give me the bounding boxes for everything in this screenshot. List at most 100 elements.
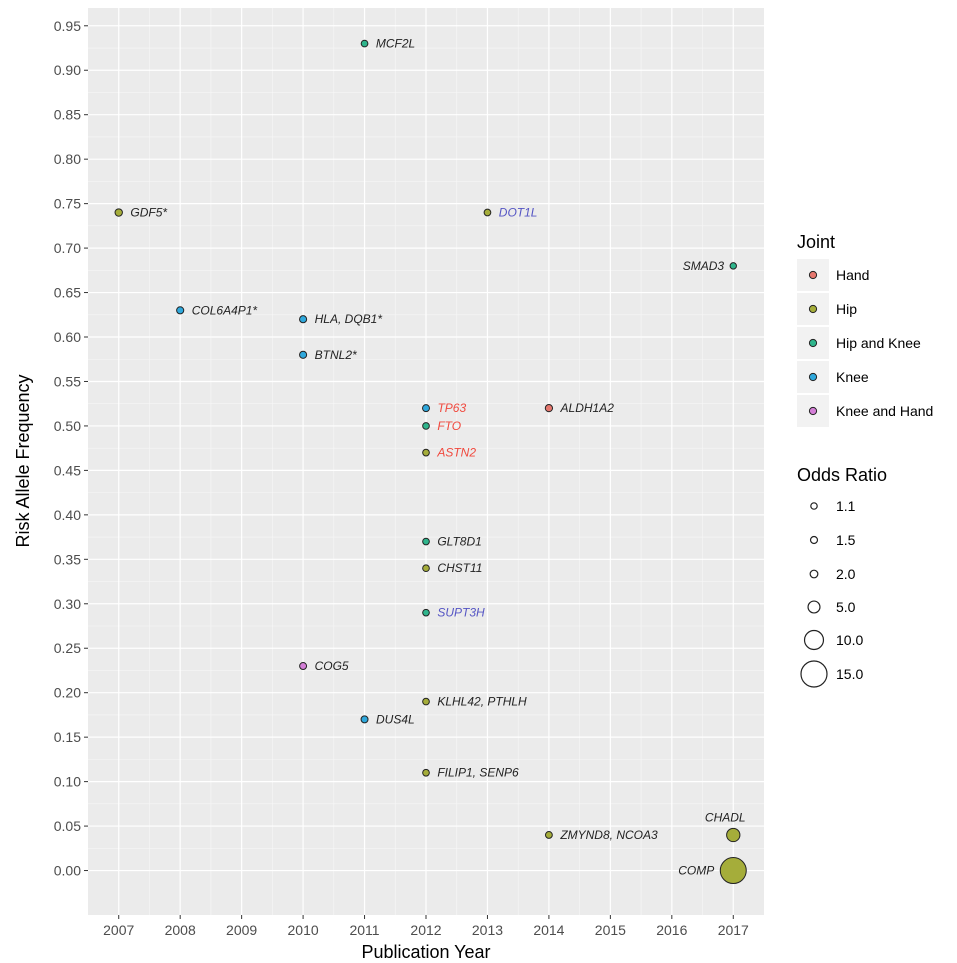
legend-size-swatch	[803, 629, 825, 651]
legend-joint-label: Knee and Hand	[836, 403, 933, 419]
data-point	[544, 831, 553, 839]
y-tick-label: 0.70	[54, 240, 81, 256]
legend-size-swatch	[807, 600, 821, 614]
y-tick-label: 0.20	[54, 685, 81, 701]
legend-size-label: 1.1	[836, 498, 856, 514]
data-point	[422, 697, 430, 706]
y-tick-label: 0.45	[54, 462, 81, 478]
y-tick-label: 0.95	[54, 18, 81, 34]
data-point	[360, 715, 369, 724]
legend-size-label: 15.0	[836, 666, 863, 682]
x-tick-label: 2015	[595, 922, 626, 938]
y-tick-label: 0.90	[54, 62, 81, 78]
point-label: SMAD3	[683, 259, 725, 273]
point-label: BTNL2*	[315, 348, 357, 362]
x-tick-label: 2016	[656, 922, 687, 938]
point-label: GDF5*	[130, 206, 167, 220]
data-point	[422, 448, 430, 457]
point-label: KLHL42, PTHLH	[437, 695, 527, 709]
data-point	[360, 39, 369, 48]
x-tick-label: 2013	[472, 922, 503, 938]
x-tick-label: 2012	[410, 922, 441, 938]
y-tick-label: 0.15	[54, 729, 81, 745]
x-tick-label: 2007	[103, 922, 134, 938]
point-label: CHST11	[437, 561, 482, 575]
x-tick-label: 2014	[533, 922, 564, 938]
y-tick-label: 0.75	[54, 196, 81, 212]
data-point	[422, 404, 430, 413]
x-axis-title: Publication Year	[361, 942, 490, 962]
data-point	[422, 537, 430, 546]
data-point	[176, 306, 185, 315]
y-tick-label: 0.50	[54, 418, 81, 434]
data-point	[422, 768, 430, 777]
point-label: CHADL	[705, 810, 746, 824]
legend-odds-ratio-title: Odds Ratio	[797, 465, 887, 485]
data-point	[719, 857, 747, 885]
x-tick-label: 2010	[288, 922, 319, 938]
point-label: GLT8D1	[437, 535, 481, 549]
legend-joint-swatch	[808, 304, 818, 314]
point-labels: GDF5* COL6A4P1* HLA, DQB1* BTNL2* COG5 MCF2L D…	[130, 37, 745, 878]
x-tick-label: 2017	[718, 922, 749, 938]
point-label: HLA, DQB1*	[315, 312, 383, 326]
point-label: COMP	[678, 864, 714, 878]
point-label: DOT1L	[499, 206, 538, 220]
y-tick-label: 0.25	[54, 640, 81, 656]
legend-size-swatch	[809, 535, 819, 545]
x-tick-label: 2011	[349, 922, 379, 938]
data-point	[299, 350, 308, 359]
data-point	[114, 208, 123, 217]
y-axis-title: Risk Allele Frequency	[13, 374, 33, 547]
data-point	[726, 827, 741, 843]
legend-joint: Joint Hand Hip Hip and Knee Knee Knee and Ha…	[797, 232, 933, 427]
legend-size-swatch	[800, 660, 828, 688]
legend-joint-label: Hand	[836, 267, 869, 283]
y-tick-label: 0.55	[54, 373, 81, 389]
data-point	[483, 208, 492, 217]
y-tick-label: 0.85	[54, 107, 81, 123]
point-label: COG5	[315, 659, 349, 673]
legend-size-swatch	[809, 569, 819, 579]
y-tick-label: 0.10	[54, 774, 81, 790]
legend-joint-label: Hip and Knee	[836, 335, 921, 351]
point-label: FILIP1, SENP6	[437, 766, 519, 780]
y-tick-label: 0.00	[54, 863, 81, 879]
data-point	[729, 262, 737, 270]
x-axis: 2007 2008 2009 2010 2011 2012 2013 2014 2015 2016…	[103, 915, 749, 938]
y-tick-label: 0.40	[54, 507, 81, 523]
y-tick-label: 0.30	[54, 596, 81, 612]
legend-size-label: 5.0	[836, 599, 856, 615]
data-point	[544, 404, 554, 413]
data-point	[422, 422, 430, 430]
legend-size-label: 2.0	[836, 566, 856, 582]
point-label: DUS4L	[376, 712, 415, 726]
point-label: FTO	[437, 419, 461, 433]
point-label: SUPT3H	[437, 606, 485, 620]
legend-size-label: 10.0	[836, 632, 863, 648]
legend-odds-ratio: Odds Ratio 1.1 1.5 2.0 5.0 10.0 15.0	[797, 465, 887, 688]
legend-joint-label: Hip	[836, 301, 857, 317]
point-label: MCF2L	[376, 37, 415, 51]
legend-joint-swatch	[808, 338, 818, 348]
data-point	[299, 315, 308, 324]
y-tick-label: 0.80	[54, 151, 81, 167]
data-point	[299, 662, 308, 671]
legend-joint-title: Joint	[797, 232, 835, 252]
legend-joint-swatch	[808, 406, 818, 416]
x-tick-label: 2009	[226, 922, 257, 938]
legend-joint-swatch	[808, 372, 818, 382]
point-label: TP63	[437, 401, 466, 415]
data-point	[422, 564, 430, 573]
legend-size-label: 1.5	[836, 532, 856, 548]
grid-major	[88, 8, 764, 915]
y-tick-label: 0.35	[54, 551, 81, 567]
legend-joint-label: Knee	[836, 369, 869, 385]
x-tick-label: 2008	[165, 922, 196, 938]
legend-joint-swatch	[808, 270, 818, 280]
data-points	[114, 39, 747, 885]
y-tick-label: 0.60	[54, 329, 81, 345]
point-label: ZMYND8, NCOA3	[559, 828, 658, 842]
data-point	[422, 608, 430, 617]
